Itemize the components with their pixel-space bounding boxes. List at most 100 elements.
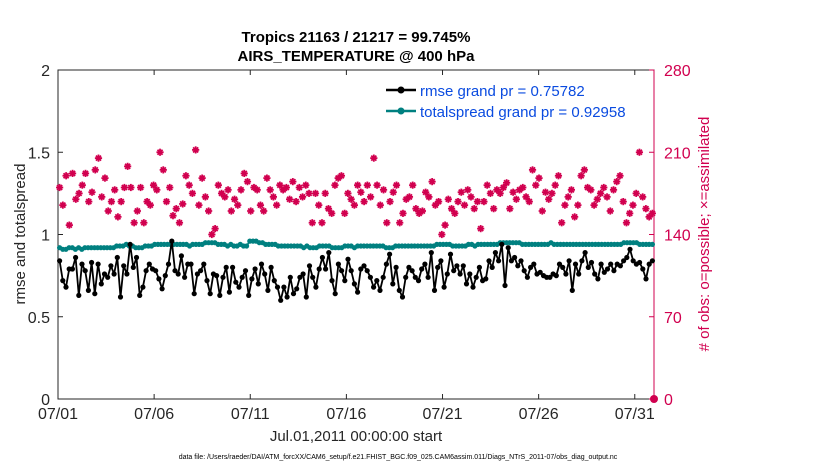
obs-count-point [205,207,213,215]
obs-count-point [639,193,647,201]
obs-count-point [574,201,582,209]
obs-count-point [120,183,129,192]
obs-count-point [460,201,469,209]
obs-count-point [302,181,310,189]
obs-count-point [127,183,135,192]
g-rmse-point [451,268,457,274]
obs-count-point [295,183,303,192]
obs-count-point [360,198,368,206]
obs-count-point [619,198,627,206]
obs-count-point [503,179,511,187]
plot-area [57,69,655,400]
g-rmse-point [143,268,149,274]
x-tick-label: 07/21 [422,406,462,423]
g-rmse-point [114,254,120,261]
g-rmse-point [486,258,492,264]
g-rmse-point [364,268,370,274]
obs-count-point [551,181,559,189]
obs-count-point [363,181,371,189]
g-rmse-point [214,273,220,279]
g-rmse-point [441,284,447,290]
y-tick-label: 0 [41,392,50,409]
obs-count-point [567,186,576,194]
obs-count-point [392,181,401,189]
obs-count-point [490,205,498,213]
g-rmse-point [579,258,585,264]
obs-count-point [399,209,407,217]
y2-tick-label: 210 [664,145,691,162]
obs-count-point [600,183,608,192]
obs-count-point [159,166,167,174]
obs-count-point [434,198,443,206]
g-rmse-point [127,241,133,247]
g-rmse-point [345,256,351,262]
g-rmse-point [57,258,63,264]
g-rmse-point [518,258,524,264]
obs-count-point [590,201,598,209]
obs-count-point [85,198,93,206]
obs-count-point [441,221,449,229]
g-rmse-point [258,261,265,267]
obs-count-point [629,201,637,209]
g-rmse-point [111,271,117,277]
obs-count-point [535,174,543,182]
g-rmse-point [233,279,239,285]
obs-count-point [337,172,346,180]
g-rmse-point [252,266,258,272]
g-rmse-point [342,278,348,284]
obs-count-point [373,181,381,189]
legend-box [379,76,653,123]
obs-count-point [318,219,326,227]
y2-tick-label: 280 [664,63,691,80]
g-rmse-point [560,264,566,270]
x-tick-label: 07/11 [231,406,270,423]
g-rmse-point [582,250,588,256]
g-rmse-point [483,276,489,282]
g-rmse-point [310,274,316,280]
g-rmse-point [281,284,287,290]
g-rmse-point [335,261,341,267]
obs-count-point [234,201,242,209]
obs-count-point [78,181,86,189]
g-rmse-point [624,254,630,261]
obs-count-point [133,207,141,215]
x-tick-label: 07/01 [38,406,78,423]
obs-count-point [558,219,566,227]
g-rmse-point [528,264,534,270]
obs-count-point [486,189,495,197]
g-rmse-point [326,250,332,256]
g-rmse-point [547,274,553,280]
obs-count-point [347,195,355,203]
obs-count-point [269,193,278,201]
obs-count-point [509,188,517,196]
obs-count-point [130,219,138,227]
y-tick-label: 1 [41,228,50,245]
g-rmse-point [306,263,313,269]
g-rmse-point [332,291,338,297]
y2-tick-label: 140 [664,228,691,245]
g-rmse-point [339,268,345,274]
obs-count-point [56,183,64,192]
obs-count-point [247,207,255,215]
g-rmse-point [105,274,111,280]
g-rmse-point [371,284,377,290]
g-rmse-point [435,264,441,270]
obs-count-point [648,209,656,217]
g-spread-point [649,241,656,247]
obs-count-point [632,189,640,197]
g-rmse-point [531,261,537,267]
g-rmse-point [220,274,226,280]
g-rmse-point [611,268,617,274]
g-rmse-point [236,284,242,290]
obs-count-point [344,189,352,197]
x-tick-label: 07/16 [326,406,366,423]
obs-count-point [156,148,164,156]
g-rmse-point [98,281,104,287]
g-rmse-point [499,241,505,247]
obs-count-point [65,221,73,229]
obs-count-point [548,189,556,197]
obs-count-point [528,166,537,174]
g-rmse-point [502,282,508,289]
g-rmse-point [447,251,454,257]
g-rmse-point [121,263,127,269]
